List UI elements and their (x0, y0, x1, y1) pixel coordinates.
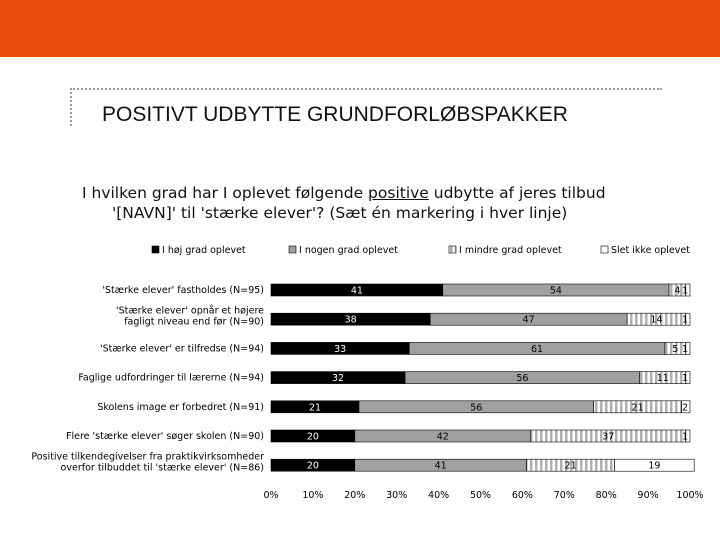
data-label: 20 (307, 461, 319, 472)
data-label: 21 (565, 461, 577, 472)
x-tick-label: 50% (470, 490, 491, 501)
bar-segment (685, 312, 691, 326)
data-label: 1 (682, 286, 688, 297)
data-label: 33 (334, 344, 346, 355)
data-label: 37 (602, 432, 614, 443)
data-label: 11 (657, 373, 669, 384)
x-tick-label: 40% (428, 490, 449, 501)
data-label: 20 (307, 432, 319, 443)
x-tick-label: 80% (596, 490, 617, 501)
legend-swatch (600, 245, 609, 254)
legend-label: Slet ikke oplevet (611, 245, 690, 256)
question-emphasis: positive (368, 184, 429, 202)
x-tick-label: 0% (263, 490, 278, 501)
data-label: 5 (672, 344, 678, 355)
legend-label: I mindre grad oplevet (459, 245, 562, 256)
category-label: Faglige udfordringer til lærerne (N=94) (78, 373, 264, 384)
legend-label: I høj grad oplevet (162, 245, 246, 256)
legend-swatch (448, 245, 457, 254)
category-label: Skolens image er forbedret (N=91) (97, 402, 264, 413)
data-label: 47 (523, 315, 535, 326)
data-label: 2 (682, 402, 688, 413)
data-label: 56 (470, 402, 482, 413)
bar-segment (685, 429, 691, 443)
slide-title: POSITIVT UDBYTTE GRUNDFORLØBSPAKKER (102, 103, 568, 126)
data-label: 14 (650, 315, 662, 326)
x-tick-label: 20% (344, 490, 365, 501)
top-banner (0, 0, 720, 57)
data-label: 41 (435, 461, 447, 472)
category-label: 'Stærke elever' opnår et højere (116, 306, 264, 317)
question-text: I hvilken grad har I oplevet følgende po… (82, 183, 702, 223)
data-label: 56 (516, 373, 528, 384)
data-label: 19 (648, 461, 660, 472)
x-tick-label: 100% (676, 490, 703, 501)
x-tick-label: 10% (302, 490, 323, 501)
data-label: 4 (674, 286, 680, 297)
bar-segment (685, 342, 691, 355)
category-label: 'Stærke elever' fastholdes (N=95) (102, 285, 264, 296)
data-label: 41 (351, 286, 363, 297)
x-tick-label: 90% (638, 490, 659, 501)
category-label: Positive tilkendegivelser fra praktikvir… (31, 452, 264, 463)
question-part1: I hvilken grad har I oplevet følgende (82, 184, 369, 202)
legend-swatch (151, 245, 160, 254)
data-label: 21 (309, 402, 321, 413)
title-frame (70, 88, 662, 126)
question-line2: '[NAVN]' til 'stærke elever'? (Sæt én ma… (112, 204, 568, 222)
bar-segment (614, 458, 695, 472)
category-label: Flere 'stærke elever' søger skolen (N=90… (66, 431, 264, 442)
data-label: 32 (332, 373, 344, 384)
bar-segment (685, 283, 691, 297)
data-label: 1 (682, 315, 688, 326)
data-label: 61 (531, 344, 543, 355)
data-label: 54 (550, 286, 562, 297)
stacked-bar-chart: I høj grad oplevet I nogen grad oplevet I … (31, 245, 703, 501)
bar-segment (685, 371, 691, 384)
data-label: 21 (632, 402, 644, 413)
legend-label: I nogen grad oplevet (299, 245, 398, 256)
category-label: 'Stærke elever' er tilfredse (N=94) (100, 343, 264, 354)
x-tick-label: 70% (554, 490, 575, 501)
question-part2: udbytte af jeres tilbud (428, 184, 606, 202)
data-label: 1 (682, 344, 688, 355)
bar-segment (681, 400, 691, 414)
legend-swatch (288, 245, 297, 254)
x-tick-label: 30% (386, 490, 407, 501)
x-tick-label: 60% (512, 490, 533, 501)
category-label: fagligt niveau end før (N=90) (124, 317, 264, 328)
data-label: 1 (682, 432, 688, 443)
data-label: 38 (345, 315, 357, 326)
category-label: overfor tilbuddet til 'stærke elever' (N… (61, 463, 264, 474)
data-label: 1 (682, 373, 688, 384)
data-label: 42 (437, 432, 449, 443)
